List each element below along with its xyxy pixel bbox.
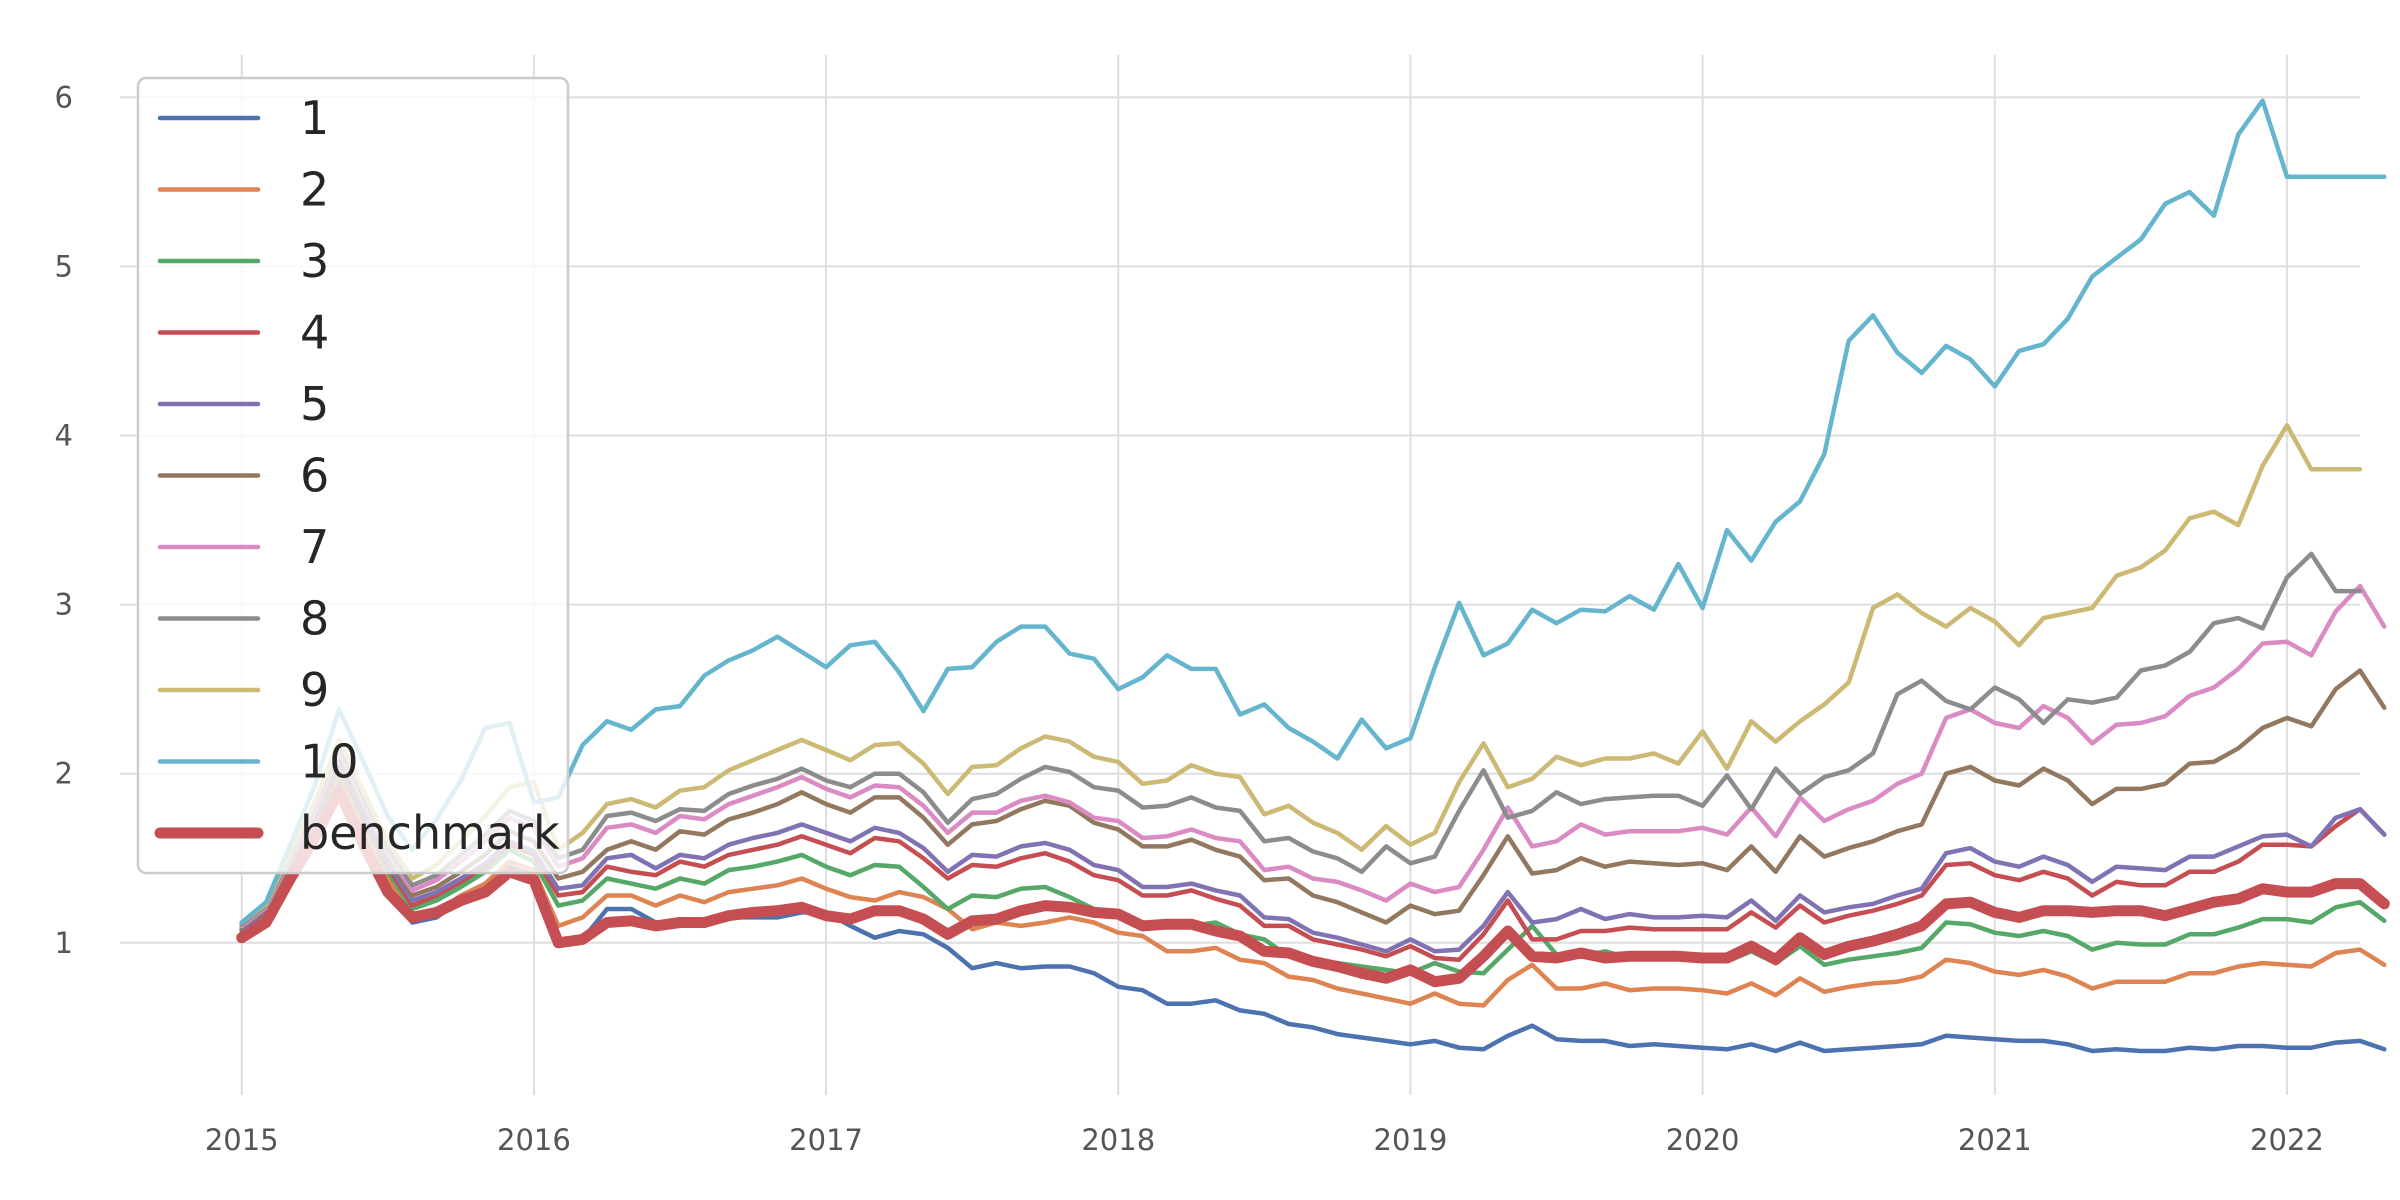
legend-label-2: 2 <box>300 163 329 217</box>
legend-label-8: 8 <box>300 592 329 646</box>
legend-label-5: 5 <box>300 377 329 431</box>
y-tick-label: 2 <box>55 757 73 791</box>
series-line-benchmark <box>236 785 2390 988</box>
series-line-10 <box>239 98 2387 925</box>
y-tick-label: 3 <box>55 588 73 622</box>
y-tick-label: 5 <box>55 249 73 283</box>
series-line-2 <box>239 771 2387 1008</box>
legend-label-4: 4 <box>300 306 329 360</box>
x-tick-label: 2021 <box>1958 1123 2032 1157</box>
y-tick-label: 6 <box>55 80 73 114</box>
legend-label-9: 9 <box>300 663 329 717</box>
x-tick-label: 2016 <box>497 1123 571 1157</box>
series-line-5 <box>239 759 2387 954</box>
legend-label-benchmark: benchmark <box>300 806 560 860</box>
series-lines <box>236 98 2390 1054</box>
legend: 1 2 3 4 5 6 7 8 9 10 benchmark <box>136 76 570 875</box>
series-line-8 <box>239 551 2363 927</box>
x-tick-labels: 2015 2016 2017 2018 2019 2020 2021 2022 <box>205 1123 2324 1157</box>
x-tick-label: 2020 <box>1666 1123 1740 1157</box>
x-tick-label: 2022 <box>2250 1123 2324 1157</box>
y-tick-labels: 1 2 3 4 5 6 <box>55 80 73 960</box>
legend-label-3: 3 <box>300 234 329 288</box>
y-tick-label: 1 <box>55 926 73 960</box>
x-tick-label: 2019 <box>1374 1123 1448 1157</box>
legend-label-10: 10 <box>300 735 359 789</box>
series-line-1 <box>239 776 2387 1054</box>
legend-label-7: 7 <box>300 520 329 574</box>
y-tick-label: 4 <box>55 418 73 452</box>
legend-label-6: 6 <box>300 449 329 503</box>
series-line-6 <box>239 668 2387 930</box>
series-line-9 <box>239 423 2363 925</box>
legend-label-1: 1 <box>300 91 329 145</box>
legend-box <box>136 76 570 875</box>
x-tick-label: 2018 <box>1081 1123 1155 1157</box>
series-line-4 <box>239 762 2387 962</box>
series-line-7 <box>239 583 2387 929</box>
x-tick-label: 2017 <box>789 1123 863 1157</box>
x-tick-label: 2015 <box>205 1123 279 1157</box>
